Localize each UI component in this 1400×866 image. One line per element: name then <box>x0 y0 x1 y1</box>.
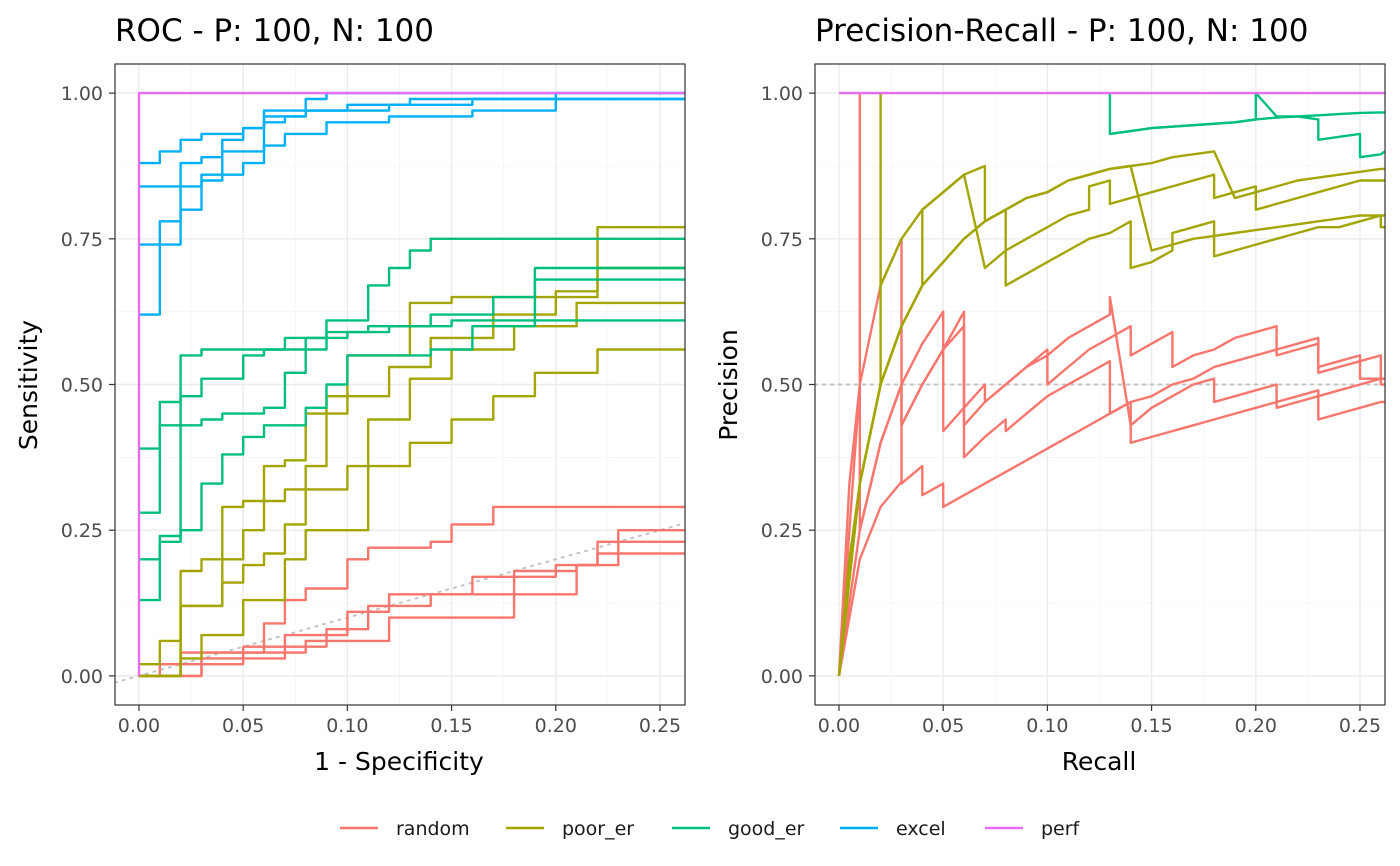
pr-title: Precision-Recall - P: 100, N: 100 <box>815 13 1308 49</box>
pr-y-tick-label: 0.00 <box>761 666 803 688</box>
pr-x-tick-label: 0.00 <box>818 715 860 737</box>
legend-item-random: random <box>340 818 470 840</box>
roc-series-excel-12 <box>139 91 685 316</box>
roc-x-tick-label: 0.25 <box>639 715 681 737</box>
roc-series-perf-16 <box>137 91 685 676</box>
roc-y-tick-label: 1.00 <box>61 83 103 105</box>
pr-series-random-2 <box>837 295 1385 677</box>
legend-label-good-er: good_er <box>728 818 805 840</box>
roc-x-tick-label: 0.10 <box>326 715 368 737</box>
roc-series-excel-15 <box>139 97 685 188</box>
roc-series-poor-er-5 <box>139 266 685 678</box>
roc-y-tick-label: 0.50 <box>61 375 103 397</box>
roc-series-poor-er-7 <box>139 348 685 678</box>
pr-y-tick-label: 0.75 <box>761 229 803 251</box>
roc-x-tick-label: 0.15 <box>430 715 472 737</box>
pr-y-tick-label: 0.25 <box>761 520 803 542</box>
roc-series-excel-14 <box>139 91 685 165</box>
roc-y-axis-title: Sensitivity <box>14 320 43 450</box>
roc-x-axis-title: 1 - Specificity <box>314 747 484 776</box>
legend-item-good-er: good_er <box>672 818 805 840</box>
pr-series-poor-er-7 <box>837 164 1385 677</box>
roc-y-tick-label: 0.00 <box>61 666 103 688</box>
roc-y-tick-label: 0.75 <box>61 229 103 251</box>
pr-series-good-er-9 <box>1109 111 1385 136</box>
legend-item-excel: excel <box>840 818 946 840</box>
roc-x-tick-label: 0.00 <box>118 715 160 737</box>
pr-x-tick-label: 0.25 <box>1339 715 1381 737</box>
pr-x-tick-label: 0.10 <box>1026 715 1068 737</box>
pr-y-axis-title: Precision <box>714 329 743 441</box>
pr-series-poor-er-6 <box>837 164 1385 677</box>
pr-y-tick-label: 1.00 <box>761 83 803 105</box>
legend: random poor_er good_er excel perf <box>340 818 1081 840</box>
pr-x-tick-label: 0.20 <box>1235 715 1277 737</box>
legend-item-perf: perf <box>985 818 1081 840</box>
roc-x-tick-label: 0.20 <box>535 715 577 737</box>
roc-series-random-3 <box>139 552 685 678</box>
pr-series-random-3 <box>837 389 1385 677</box>
legend-label-random: random <box>396 818 470 840</box>
roc-reference-line <box>115 522 685 684</box>
pr-x-tick-label: 0.05 <box>922 715 964 737</box>
roc-title: ROC - P: 100, N: 100 <box>115 13 434 49</box>
legend-item-poor-er: poor_er <box>506 818 634 840</box>
roc-plot-area <box>115 91 685 684</box>
pr-series-poor-er-5 <box>837 91 1385 677</box>
pr-y-tick-label: 0.50 <box>761 375 803 397</box>
pr-panel: Precision-Recall - P: 100, N: 100 Recall… <box>714 13 1386 776</box>
roc-x-tick-label: 0.05 <box>222 715 264 737</box>
pr-x-tick-label: 0.15 <box>1130 715 1172 737</box>
pr-plot-area <box>815 91 1385 677</box>
legend-label-excel: excel <box>896 818 946 840</box>
legend-label-poor-er: poor_er <box>562 818 634 840</box>
roc-series-good-er-9 <box>139 319 685 514</box>
roc-y-tick-label: 0.25 <box>61 520 103 542</box>
pr-series-random-1 <box>837 237 1385 676</box>
roc-series-good-er-11 <box>139 266 685 561</box>
roc-series-poor-er-6 <box>139 301 685 678</box>
roc-series-good-er-10 <box>139 278 685 450</box>
pr-x-axis-title: Recall <box>1062 747 1137 776</box>
legend-label-perf: perf <box>1041 818 1081 840</box>
roc-panel: ROC - P: 100, N: 100 1 - Specificity Sen… <box>14 13 686 776</box>
